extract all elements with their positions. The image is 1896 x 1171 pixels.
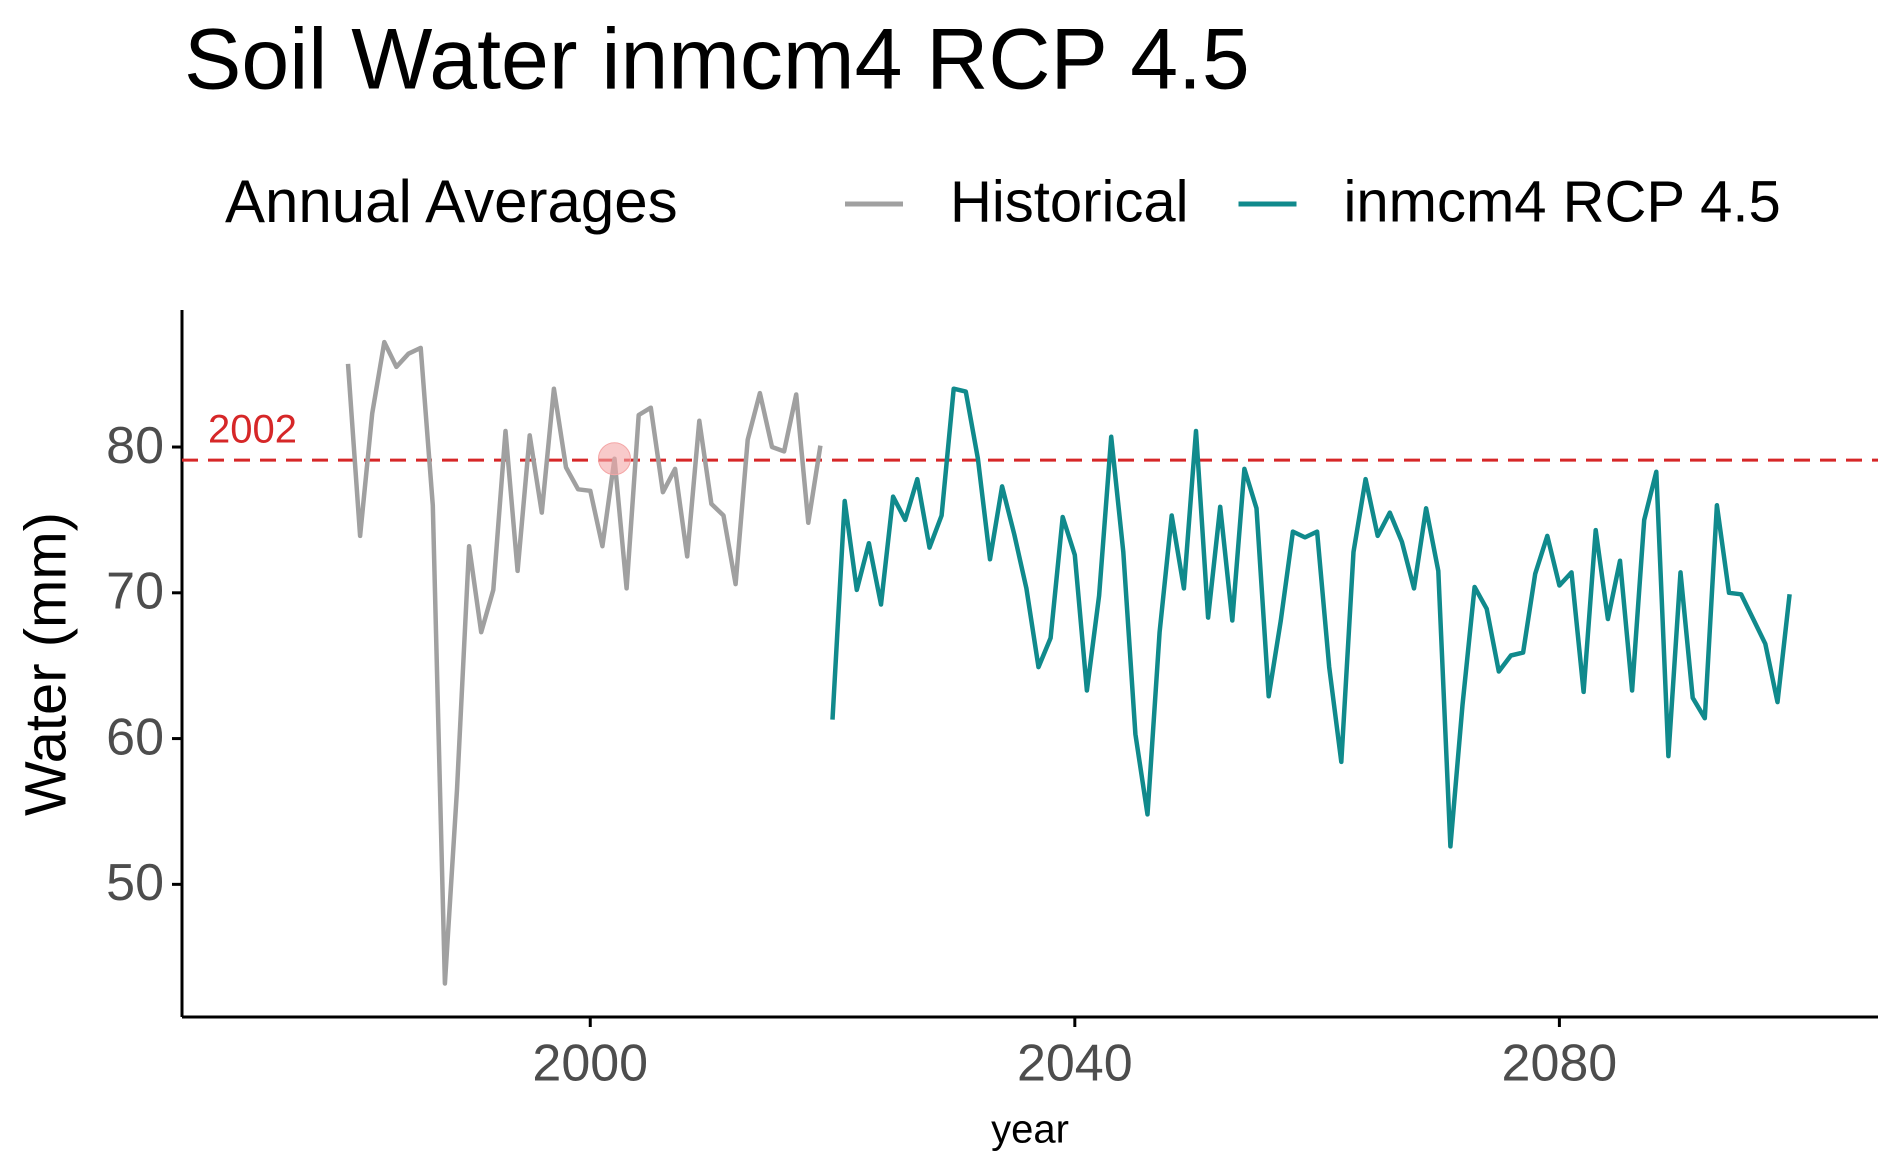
y-axis-title: Water (mm) — [13, 512, 78, 816]
legend-title: Annual Averages — [225, 168, 678, 235]
y-tick-label: 50 — [106, 854, 164, 912]
chart-title: Soil Water inmcm4 RCP 4.5 — [184, 12, 1250, 108]
y-tick-label: 70 — [106, 563, 164, 621]
y-tick-label: 60 — [106, 708, 164, 766]
highlight-point — [597, 442, 631, 476]
legend-label: inmcm4 RCP 4.5 — [1344, 169, 1781, 234]
legend-label: Historical — [950, 169, 1189, 234]
series-line — [830, 386, 1792, 849]
reference-label: 2002 — [208, 408, 297, 452]
x-axis-title: year — [991, 1108, 1069, 1152]
x-tick-label: 2000 — [532, 1035, 648, 1093]
y-tick-label: 80 — [106, 417, 164, 475]
x-tick-label: 2040 — [1017, 1035, 1133, 1093]
x-tick-label: 2080 — [1502, 1035, 1618, 1093]
series-line — [345, 339, 823, 986]
